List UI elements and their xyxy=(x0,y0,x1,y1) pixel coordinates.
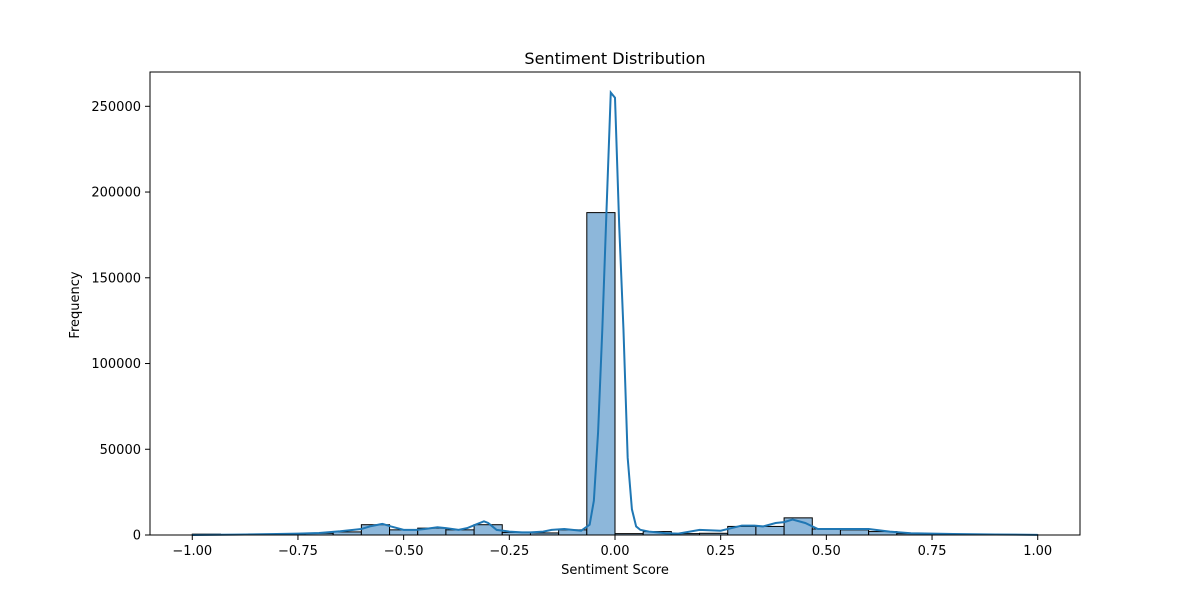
kde-line xyxy=(192,89,1038,536)
y-tick-label: 50000 xyxy=(100,443,141,458)
y-tick-label: 100000 xyxy=(91,357,141,372)
y-tick-label: 150000 xyxy=(91,271,141,286)
x-axis-label: Sentiment Score xyxy=(561,563,669,578)
y-axis-label: Frequency xyxy=(68,271,83,338)
histogram-bar xyxy=(445,529,475,536)
x-tick-label: 0.00 xyxy=(601,544,630,559)
y-tick-label: 200000 xyxy=(91,186,141,201)
x-tick-label: 1.00 xyxy=(1023,544,1052,559)
y-tick-label: 0 xyxy=(133,529,141,544)
histogram-bars xyxy=(191,212,1039,536)
x-axis-ticks: −1.00 −0.75 −0.50 −0.25 0.00 0.25 0.50 0.75 1.00 xyxy=(172,535,1052,559)
y-tick-label: 250000 xyxy=(91,100,141,115)
x-tick-label: −0.75 xyxy=(278,544,318,559)
histogram-bar xyxy=(839,529,870,536)
y-axis-ticks: 0 50000 100000 150000 200000 250000 xyxy=(91,100,150,544)
x-tick-label: 0.25 xyxy=(706,544,735,559)
x-tick-label: 0.50 xyxy=(812,544,841,559)
x-tick-label: 0.75 xyxy=(918,544,947,559)
histogram-bar xyxy=(755,525,785,536)
x-tick-label: −1.00 xyxy=(172,544,212,559)
chart-title: Sentiment Distribution xyxy=(524,49,705,68)
x-tick-label: −0.25 xyxy=(489,544,529,559)
x-tick-label: −0.50 xyxy=(384,544,424,559)
